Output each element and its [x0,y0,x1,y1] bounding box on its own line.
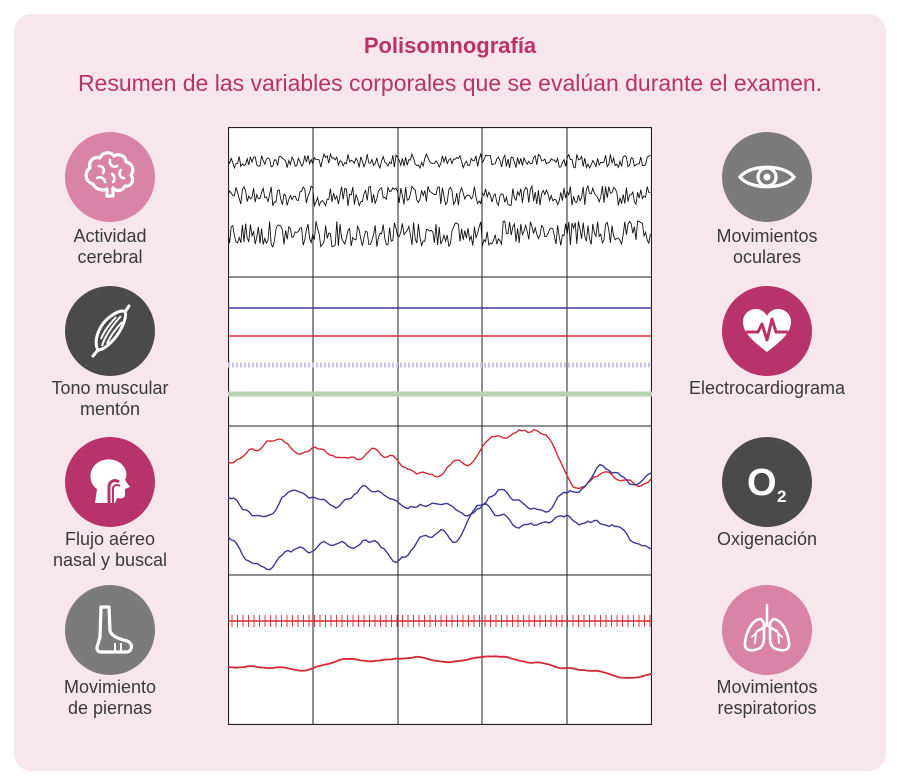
label-electrocardiograma: Electrocardiograma [688,378,846,398]
airflow-trace-blue-1 [228,463,652,518]
airflow-trace-red [228,428,652,490]
label-movimientos-respiratorios: Movimientos respiratorios [716,677,818,718]
oxygen-symbol: O [747,462,777,504]
label-movimientos-oculares: Movimientos oculares [716,226,818,267]
label-tono-muscular: Tono muscular mentón [51,378,169,419]
eeg-trace [228,152,651,170]
trace-grid [228,127,652,725]
signal-traces [228,127,652,725]
page-title: Polisomnografía [363,33,537,58]
label-flujo-aereo: Flujo aéreo nasal y buscal [52,529,168,570]
polysomnography-trace-panel [228,127,652,725]
label-movimiento-piernas: Movimiento de piernas [63,677,157,718]
brain-icon [65,132,155,222]
oxygen-icon: O 2 [722,437,812,527]
leg-trace-ticks [231,615,651,627]
trace-lines [228,152,652,679]
page-subtitle: Resumen de las variables corporales que … [77,70,823,96]
eye-icon [722,132,812,222]
heart-ecg-icon [722,286,812,376]
airflow-trace-blue-2 [228,503,652,571]
label-oxigenacion: Oxigenación [716,529,818,549]
oxygen-subscript: 2 [777,487,786,506]
head-airway-icon [65,437,155,527]
eeg-trace [228,220,651,249]
eeg-trace [228,184,651,208]
leg-trace-wave [228,655,652,679]
label-actividad-cerebral: Actividad cerebral [73,226,147,267]
muscle-icon [65,286,155,376]
lungs-icon [722,585,812,675]
foot-icon [65,585,155,675]
grid-border [228,127,652,725]
